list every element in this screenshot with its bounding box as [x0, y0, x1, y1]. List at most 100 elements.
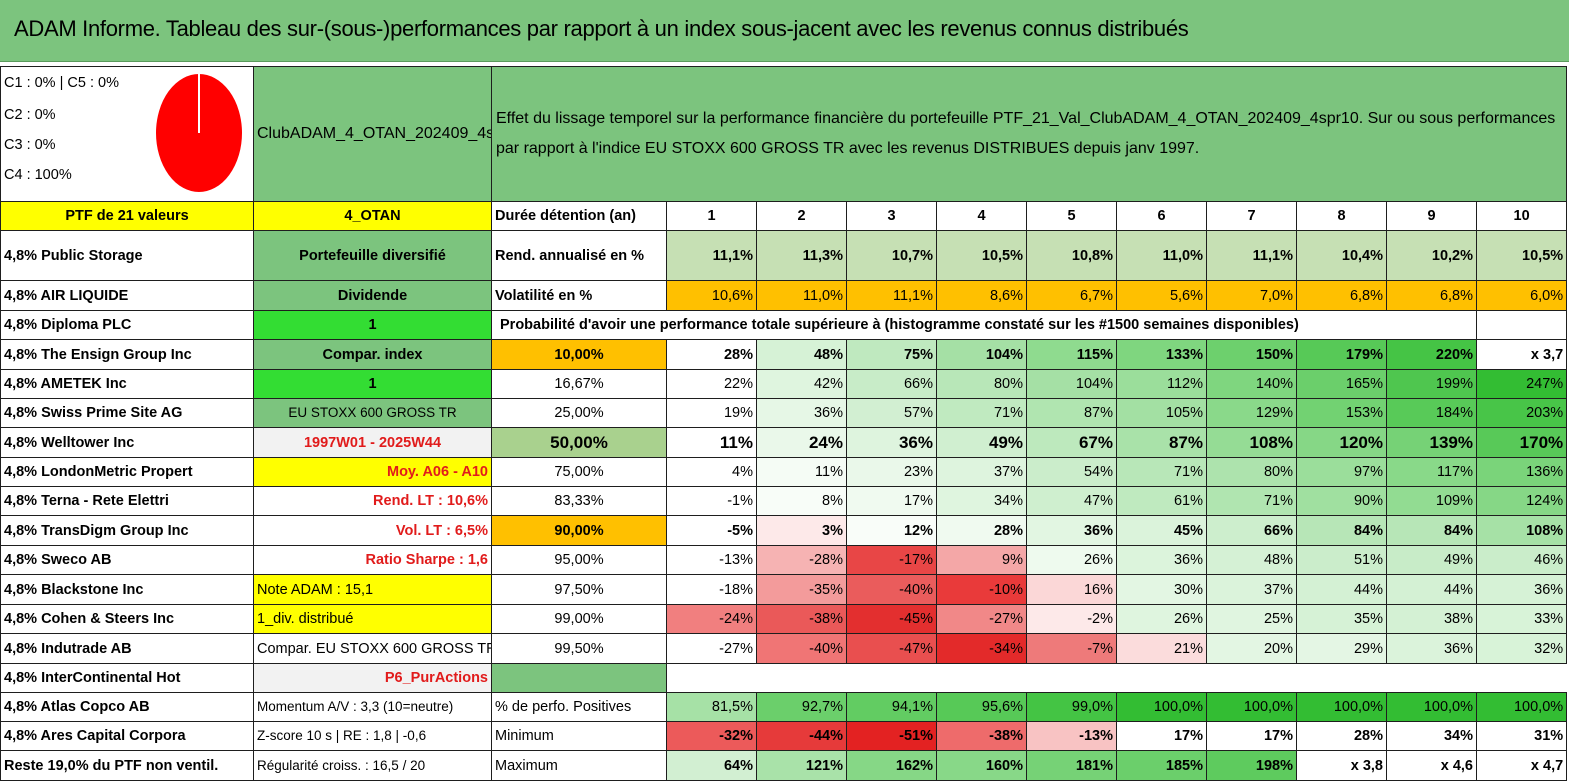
summary-value: 34% [1386, 721, 1477, 751]
probability-value: -24% [666, 604, 757, 634]
probability-value: -40% [756, 633, 847, 664]
table-body: C1 : 0% | C5 : 0% C2 : 0% C3 : 0% C4 : 1… [0, 66, 1568, 781]
year-header: 8 [1296, 201, 1387, 231]
holding-cell: 4,8% Cohen & Steers Inc [0, 604, 254, 634]
probability-value: 8% [756, 486, 847, 516]
table-row: 4,8% Cohen & Steers Inc 1_div. distribué 9… [0, 604, 1568, 634]
summary-value: x 4,6 [1386, 750, 1477, 781]
probability-value: 38% [1386, 604, 1477, 634]
table-row: 4,8% AIR LIQUIDE Dividende Volatilité en %… [0, 280, 1568, 311]
probability-value: 49% [936, 427, 1027, 458]
percentile-label: 10,00% [491, 339, 667, 370]
probability-value: -18% [666, 574, 757, 605]
holding-cell: 4,8% Public Storage [0, 230, 254, 281]
year-header: 10 [1475, 201, 1568, 231]
probability-value: 28% [936, 515, 1027, 546]
probability-value: 36% [1116, 545, 1207, 575]
probability-value: 45% [1116, 515, 1207, 546]
portfolio-size-label: PTF de 21 valeurs [0, 201, 254, 231]
allocation-pie-chart [154, 72, 244, 194]
summary-value: 100,0% [1116, 692, 1207, 722]
holding-cell: Reste 19,0% du PTF non ventil. [0, 750, 254, 781]
probability-value: 179% [1296, 339, 1387, 370]
year-header: 1 [666, 201, 757, 231]
probability-value: 36% [756, 398, 847, 428]
return-value: 11,1% [666, 230, 757, 281]
probability-value: 75% [846, 339, 937, 370]
allocation-cell: C1 : 0% | C5 : 0% C2 : 0% C3 : 0% C4 : 1… [0, 66, 254, 202]
probability-value: 19% [666, 398, 757, 428]
probability-value: 184% [1386, 398, 1477, 428]
probability-value: 150% [1206, 339, 1297, 370]
description-cell: Effet du lissage temporel sur la perform… [490, 66, 1568, 202]
summary-value: 17% [1206, 721, 1297, 751]
summary-value: -51% [846, 721, 937, 751]
volatility-value: 6,0% [1475, 280, 1568, 311]
probability-value: 34% [936, 486, 1027, 516]
info-cell: Momentum A/V : 3,3 (10=neutre) [253, 692, 492, 722]
holding-cell: 4,8% Sweco AB [0, 545, 254, 575]
probability-value: 42% [756, 369, 847, 399]
probability-value: 66% [1206, 515, 1297, 546]
summary-value: 198% [1206, 750, 1297, 781]
percentile-label: 95,00% [491, 545, 667, 575]
probability-value: 87% [1026, 398, 1117, 428]
probability-value: -40% [846, 574, 937, 605]
year-header: 9 [1386, 201, 1477, 231]
probability-value: 136% [1475, 457, 1568, 487]
probability-value: 104% [936, 339, 1027, 370]
probability-value: 20% [1206, 633, 1297, 664]
probability-value: 84% [1386, 515, 1477, 546]
percentile-label: 75,00% [491, 457, 667, 487]
return-value: 11,1% [1206, 230, 1297, 281]
probability-value: x 3,7 [1475, 339, 1568, 370]
probability-value: 57% [846, 398, 937, 428]
table-row: 4,8% Blackstone Inc Note ADAM : 15,1 97,50… [0, 574, 1568, 605]
probability-value: 21% [1116, 633, 1207, 664]
probability-title: Probabilité d'avoir une performance tota… [491, 310, 1477, 340]
summary-value: 92,7% [756, 692, 847, 722]
probability-value: 133% [1116, 339, 1207, 370]
info-cell: Vol. LT : 6,5% [253, 515, 492, 546]
probability-value: -28% [756, 545, 847, 575]
probability-value: 36% [1475, 574, 1568, 605]
probability-value: 30% [1116, 574, 1207, 605]
probability-value: 109% [1386, 486, 1477, 516]
probability-value: 29% [1296, 633, 1387, 664]
probability-value: 37% [936, 457, 1027, 487]
summary-label: Maximum [491, 750, 667, 781]
probability-value: 104% [1026, 369, 1117, 399]
probability-value: 80% [1206, 457, 1297, 487]
probability-value: 120% [1296, 427, 1387, 458]
table-row: 4,8% The Ensign Group Inc Compar. index 10… [0, 339, 1568, 370]
probability-value: 9% [936, 545, 1027, 575]
return-value: 10,4% [1296, 230, 1387, 281]
probability-value: 11% [666, 427, 757, 458]
probability-value: 32% [1475, 633, 1568, 664]
probability-value: 84% [1296, 515, 1387, 546]
probability-value: 80% [936, 369, 1027, 399]
info-cell: Note ADAM : 15,1 [253, 574, 492, 605]
holding-cell: 4,8% Swiss Prime Site AG [0, 398, 254, 428]
summary-value: 100,0% [1386, 692, 1477, 722]
table-row: 4,8% TransDigm Group Inc Vol. LT : 6,5% 90… [0, 515, 1568, 546]
probability-value: 108% [1206, 427, 1297, 458]
probability-value: 129% [1206, 398, 1297, 428]
pie-legend-item: C2 : 0% [4, 107, 56, 123]
return-value: 10,7% [846, 230, 937, 281]
percentile-label: 90,00% [491, 515, 667, 546]
probability-value: 16% [1026, 574, 1117, 605]
holding-cell: 4,8% AIR LIQUIDE [0, 280, 254, 311]
info-cell: 4_OTAN [253, 201, 492, 231]
summary-label: Minimum [491, 721, 667, 751]
probability-value: 3% [756, 515, 847, 546]
probability-value: 140% [1206, 369, 1297, 399]
blank-area [667, 664, 1567, 693]
probability-value: 28% [666, 339, 757, 370]
probability-value: 61% [1116, 486, 1207, 516]
summary-value: x 4,7 [1475, 750, 1568, 781]
info-cell: 1_div. distribué [253, 604, 492, 634]
probability-value: 90% [1296, 486, 1387, 516]
probability-value: 117% [1386, 457, 1477, 487]
